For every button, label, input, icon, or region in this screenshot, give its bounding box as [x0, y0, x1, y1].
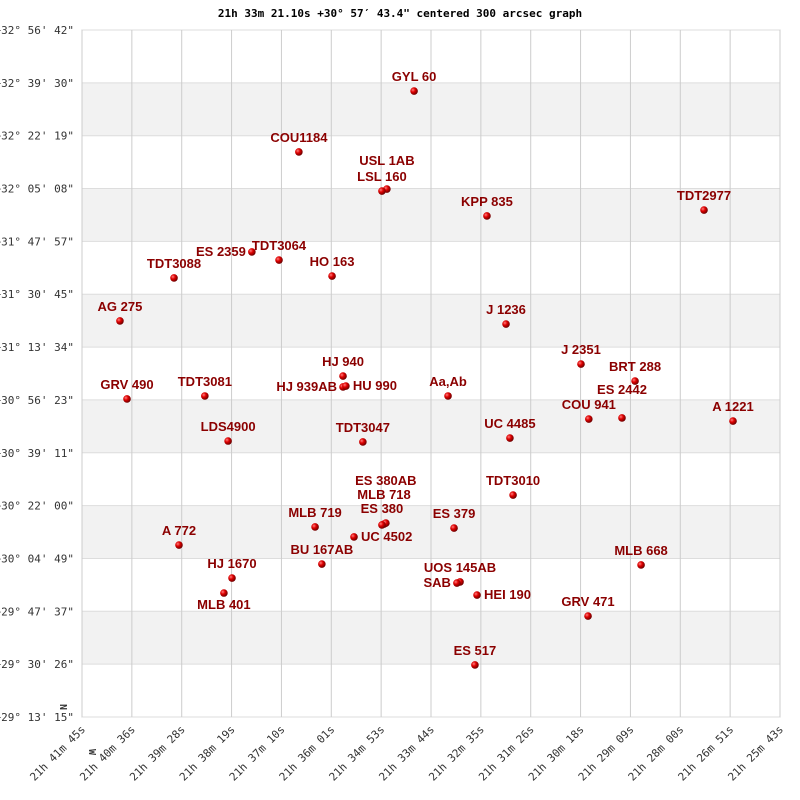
y-tick-label: +30° 04' 49" [0, 552, 74, 565]
star-point[interactable] [123, 395, 131, 403]
star-label: GYL 60 [392, 69, 437, 84]
star-label: TDT3081 [178, 374, 232, 389]
y-tick-label: +31° 13' 34" [0, 341, 74, 354]
star-point[interactable] [618, 414, 626, 422]
star-point[interactable] [506, 434, 514, 442]
star-label: J 1236 [486, 302, 526, 317]
star-point[interactable] [450, 524, 458, 532]
star-label: TDT3047 [336, 420, 390, 435]
chart-title: 21h 33m 21.10s +30° 57′ 43.4" centered 3… [218, 7, 582, 20]
star-point[interactable] [228, 574, 236, 582]
star-point[interactable] [201, 392, 209, 400]
star-label: ES 517 [454, 643, 497, 658]
star-point[interactable] [275, 256, 283, 264]
star-point[interactable] [175, 541, 183, 549]
star-point[interactable] [637, 561, 645, 569]
star-label: Aa,Ab [429, 374, 467, 389]
star-point[interactable] [295, 148, 303, 156]
y-tick-label: +31° 30' 45" [0, 288, 74, 301]
star-label: TDT2977 [677, 188, 731, 203]
star-label: TDT3064 [252, 238, 307, 253]
star-label: HU 990 [353, 378, 397, 393]
star-label: HO 163 [310, 254, 355, 269]
y-tick-label: +29° 47' 37" [0, 605, 74, 618]
star-point[interactable] [453, 579, 461, 587]
y-tick-label: +29° 30' 26" [0, 658, 74, 671]
star-point[interactable] [311, 523, 319, 531]
star-label: MLB 668 [614, 543, 667, 558]
star-point[interactable] [318, 560, 326, 568]
star-point[interactable] [473, 591, 481, 599]
star-point[interactable] [350, 533, 358, 541]
star-label: AG 275 [98, 299, 143, 314]
star-point[interactable] [577, 360, 585, 368]
star-point[interactable] [339, 372, 347, 380]
star-point[interactable] [220, 589, 228, 597]
y-tick-label: +30° 56' 23" [0, 394, 74, 407]
star-point[interactable] [585, 415, 593, 423]
star-label: A 772 [162, 523, 196, 538]
star-label: UOS 145AB [424, 560, 496, 575]
star-point[interactable] [378, 521, 386, 529]
star-point[interactable] [342, 382, 350, 390]
y-tick-label: +32° 56' 42" [0, 24, 74, 37]
star-label: ES 379 [433, 506, 476, 521]
y-tick-label: +32° 05' 08" [0, 183, 74, 196]
star-label: ES 380AB [355, 473, 416, 488]
star-label: LDS4900 [201, 419, 256, 434]
star-point[interactable] [471, 661, 479, 669]
star-label: UC 4485 [484, 416, 535, 431]
star-label: KPP 835 [461, 194, 513, 209]
star-point[interactable] [224, 437, 232, 445]
star-point[interactable] [444, 392, 452, 400]
star-label: HJ 940 [322, 354, 364, 369]
star-point[interactable] [328, 272, 336, 280]
star-label: TDT3088 [147, 256, 201, 271]
star-point[interactable] [378, 187, 386, 195]
star-label: USL 1AB [359, 153, 414, 168]
star-label: HJ 1670 [207, 556, 256, 571]
star-label: BRT 288 [609, 359, 661, 374]
star-label: LSL 160 [357, 169, 407, 184]
compass-west: W [86, 749, 97, 756]
star-label: J 2351 [561, 342, 601, 357]
star-label: A 1221 [712, 399, 753, 414]
star-label: HEI 190 [484, 587, 531, 602]
star-label: COU 941 [562, 397, 616, 412]
star-point[interactable] [700, 206, 708, 214]
star-label: MLB 719 [288, 505, 341, 520]
y-tick-label: +32° 22' 19" [0, 130, 74, 143]
star-point[interactable] [509, 491, 517, 499]
star-point[interactable] [483, 212, 491, 220]
y-tick-label: +29° 13' 15" [0, 711, 74, 724]
star-point[interactable] [170, 274, 178, 282]
star-label: COU1184 [270, 130, 328, 145]
star-label: BU 167AB [290, 542, 353, 557]
star-point[interactable] [116, 317, 124, 325]
y-tick-label: +30° 39' 11" [0, 447, 74, 460]
star-label: MLB 718 [357, 487, 410, 502]
star-label: HJ 939AB [276, 379, 337, 394]
star-label: ES 380 [361, 501, 404, 516]
y-tick-label: +31° 47' 57" [0, 235, 74, 248]
star-point[interactable] [248, 248, 256, 256]
star-point[interactable] [584, 612, 592, 620]
star-label: TDT3010 [486, 473, 540, 488]
star-point[interactable] [502, 320, 510, 328]
star-point[interactable] [410, 87, 418, 95]
star-point[interactable] [729, 417, 737, 425]
star-point[interactable] [631, 377, 639, 385]
star-label: ES 2359 [196, 244, 246, 259]
compass-north: N [57, 704, 68, 710]
star-label: GRV 490 [100, 377, 153, 392]
y-tick-label: +32° 39' 30" [0, 77, 74, 90]
star-label: ES 2442 [597, 382, 647, 397]
star-label: UC 4502 [361, 529, 412, 544]
star-label: MLB 401 [197, 597, 250, 612]
star-label: SAB [423, 575, 450, 590]
star-point[interactable] [359, 438, 367, 446]
star-label: GRV 471 [561, 594, 614, 609]
y-tick-label: +30° 22' 00" [0, 500, 74, 513]
